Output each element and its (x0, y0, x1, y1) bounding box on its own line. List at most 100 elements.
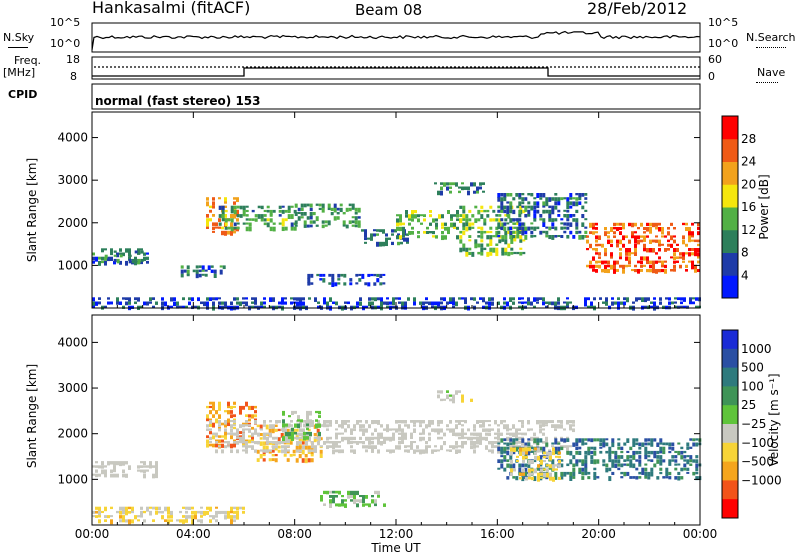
heatmap-cell (647, 442, 651, 446)
heatmap-cell (262, 445, 266, 450)
heatmap-cell (212, 226, 215, 230)
heatmap-cell (482, 436, 485, 441)
heatmap-cell (619, 252, 622, 257)
heatmap-cell (641, 442, 645, 447)
heatmap-cell (497, 436, 500, 441)
heatmap-cell (290, 205, 294, 208)
heatmap-cell (233, 201, 236, 205)
heatmap-cell (315, 423, 318, 429)
power-colorbar-segment (722, 161, 738, 185)
heatmap-cell (242, 443, 245, 447)
heatmap-cell (504, 251, 508, 256)
heatmap-cell (533, 305, 536, 309)
heatmap-cell (206, 443, 209, 448)
heatmap-cell (692, 471, 696, 476)
heatmap-cell (527, 441, 530, 444)
heatmap-cell (611, 471, 615, 476)
heatmap-cell (434, 301, 437, 306)
heatmap-cell (575, 226, 579, 230)
heatmap-cell (534, 451, 537, 455)
heatmap-cell (551, 205, 555, 211)
heatmap-cell (647, 297, 650, 301)
heatmap-cell (350, 432, 353, 435)
heatmap-cell (419, 424, 422, 428)
heatmap-cell (611, 301, 614, 306)
heatmap-cell (314, 449, 317, 453)
heatmap-cell (224, 420, 227, 425)
heatmap-cell (245, 424, 248, 427)
heatmap-cell (551, 420, 554, 424)
heatmap-cell (680, 301, 683, 305)
heatmap-cell (306, 410, 309, 416)
heatmap-cell (644, 467, 648, 472)
heatmap-cell (319, 437, 323, 441)
heatmap-cell (206, 218, 209, 224)
heatmap-cell (468, 235, 472, 239)
heatmap-cell (632, 455, 636, 460)
heatmap-cell (677, 442, 681, 445)
heatmap-cell (692, 442, 696, 447)
heatmap-cell (695, 459, 699, 464)
heatmap-cell (201, 269, 205, 272)
heatmap-cell (186, 273, 190, 277)
heatmap-cell (566, 205, 570, 210)
heatmap-cell (263, 214, 267, 217)
heatmap-cell (338, 449, 341, 454)
heatmap-cell (512, 442, 516, 445)
power-colorbar-segment (722, 252, 738, 276)
heatmap-cell (595, 222, 598, 226)
heatmap-cell (686, 446, 690, 450)
heatmap-cell (239, 506, 242, 510)
heatmap-cell (416, 420, 419, 423)
heatmap-cell (497, 222, 501, 228)
velocity-colorbar-tick: 100 (741, 379, 764, 393)
heatmap-cell (92, 515, 95, 518)
heatmap-cell (533, 476, 537, 482)
heatmap-cell (506, 476, 510, 480)
heatmap-cell (339, 207, 343, 213)
heatmap-cell (137, 250, 141, 255)
heatmap-cell (456, 214, 459, 218)
heatmap-cell (465, 247, 469, 253)
heatmap-cell (542, 201, 546, 207)
heatmap-cell (422, 301, 425, 306)
heatmap-cell (644, 297, 647, 303)
heatmap-cell (343, 273, 347, 278)
heatmap-cell (182, 297, 185, 301)
heatmap-cell (413, 420, 416, 425)
heatmap-cell (501, 247, 505, 253)
heatmap-cell (122, 506, 125, 512)
heatmap-cell (500, 197, 504, 202)
velocity-heatmap (92, 390, 702, 525)
heatmap-cell (119, 301, 122, 305)
heatmap-cell (137, 297, 140, 302)
heatmap-cell (680, 305, 683, 308)
heatmap-cell (113, 260, 116, 265)
heatmap-cell (464, 436, 467, 439)
heatmap-cell (295, 458, 299, 463)
heatmap-cell (658, 256, 661, 260)
heatmap-cell (581, 235, 585, 240)
heatmap-cell (269, 218, 273, 223)
heatmap-cell (98, 256, 101, 260)
heatmap-cell (286, 428, 290, 432)
heatmap-cell (551, 218, 555, 223)
heatmap-cell (382, 282, 386, 285)
heatmap-cell (447, 231, 450, 235)
heatmap-cell (595, 269, 598, 273)
heatmap-cell (625, 252, 628, 256)
heatmap-cell (104, 519, 107, 522)
heatmap-cell (371, 420, 374, 425)
heatmap-cell (513, 468, 516, 472)
heatmap-cell (536, 297, 539, 302)
heatmap-cell (104, 260, 107, 266)
heatmap-cell (503, 459, 507, 462)
heatmap-cell (194, 305, 197, 308)
heatmap-cell (670, 222, 673, 226)
heatmap-cell (461, 428, 464, 433)
heatmap-cell (122, 515, 125, 520)
heatmap-cell (605, 450, 609, 454)
heatmap-cell (143, 510, 146, 514)
heatmap-cell (365, 305, 368, 309)
heatmap-cell (282, 410, 285, 416)
